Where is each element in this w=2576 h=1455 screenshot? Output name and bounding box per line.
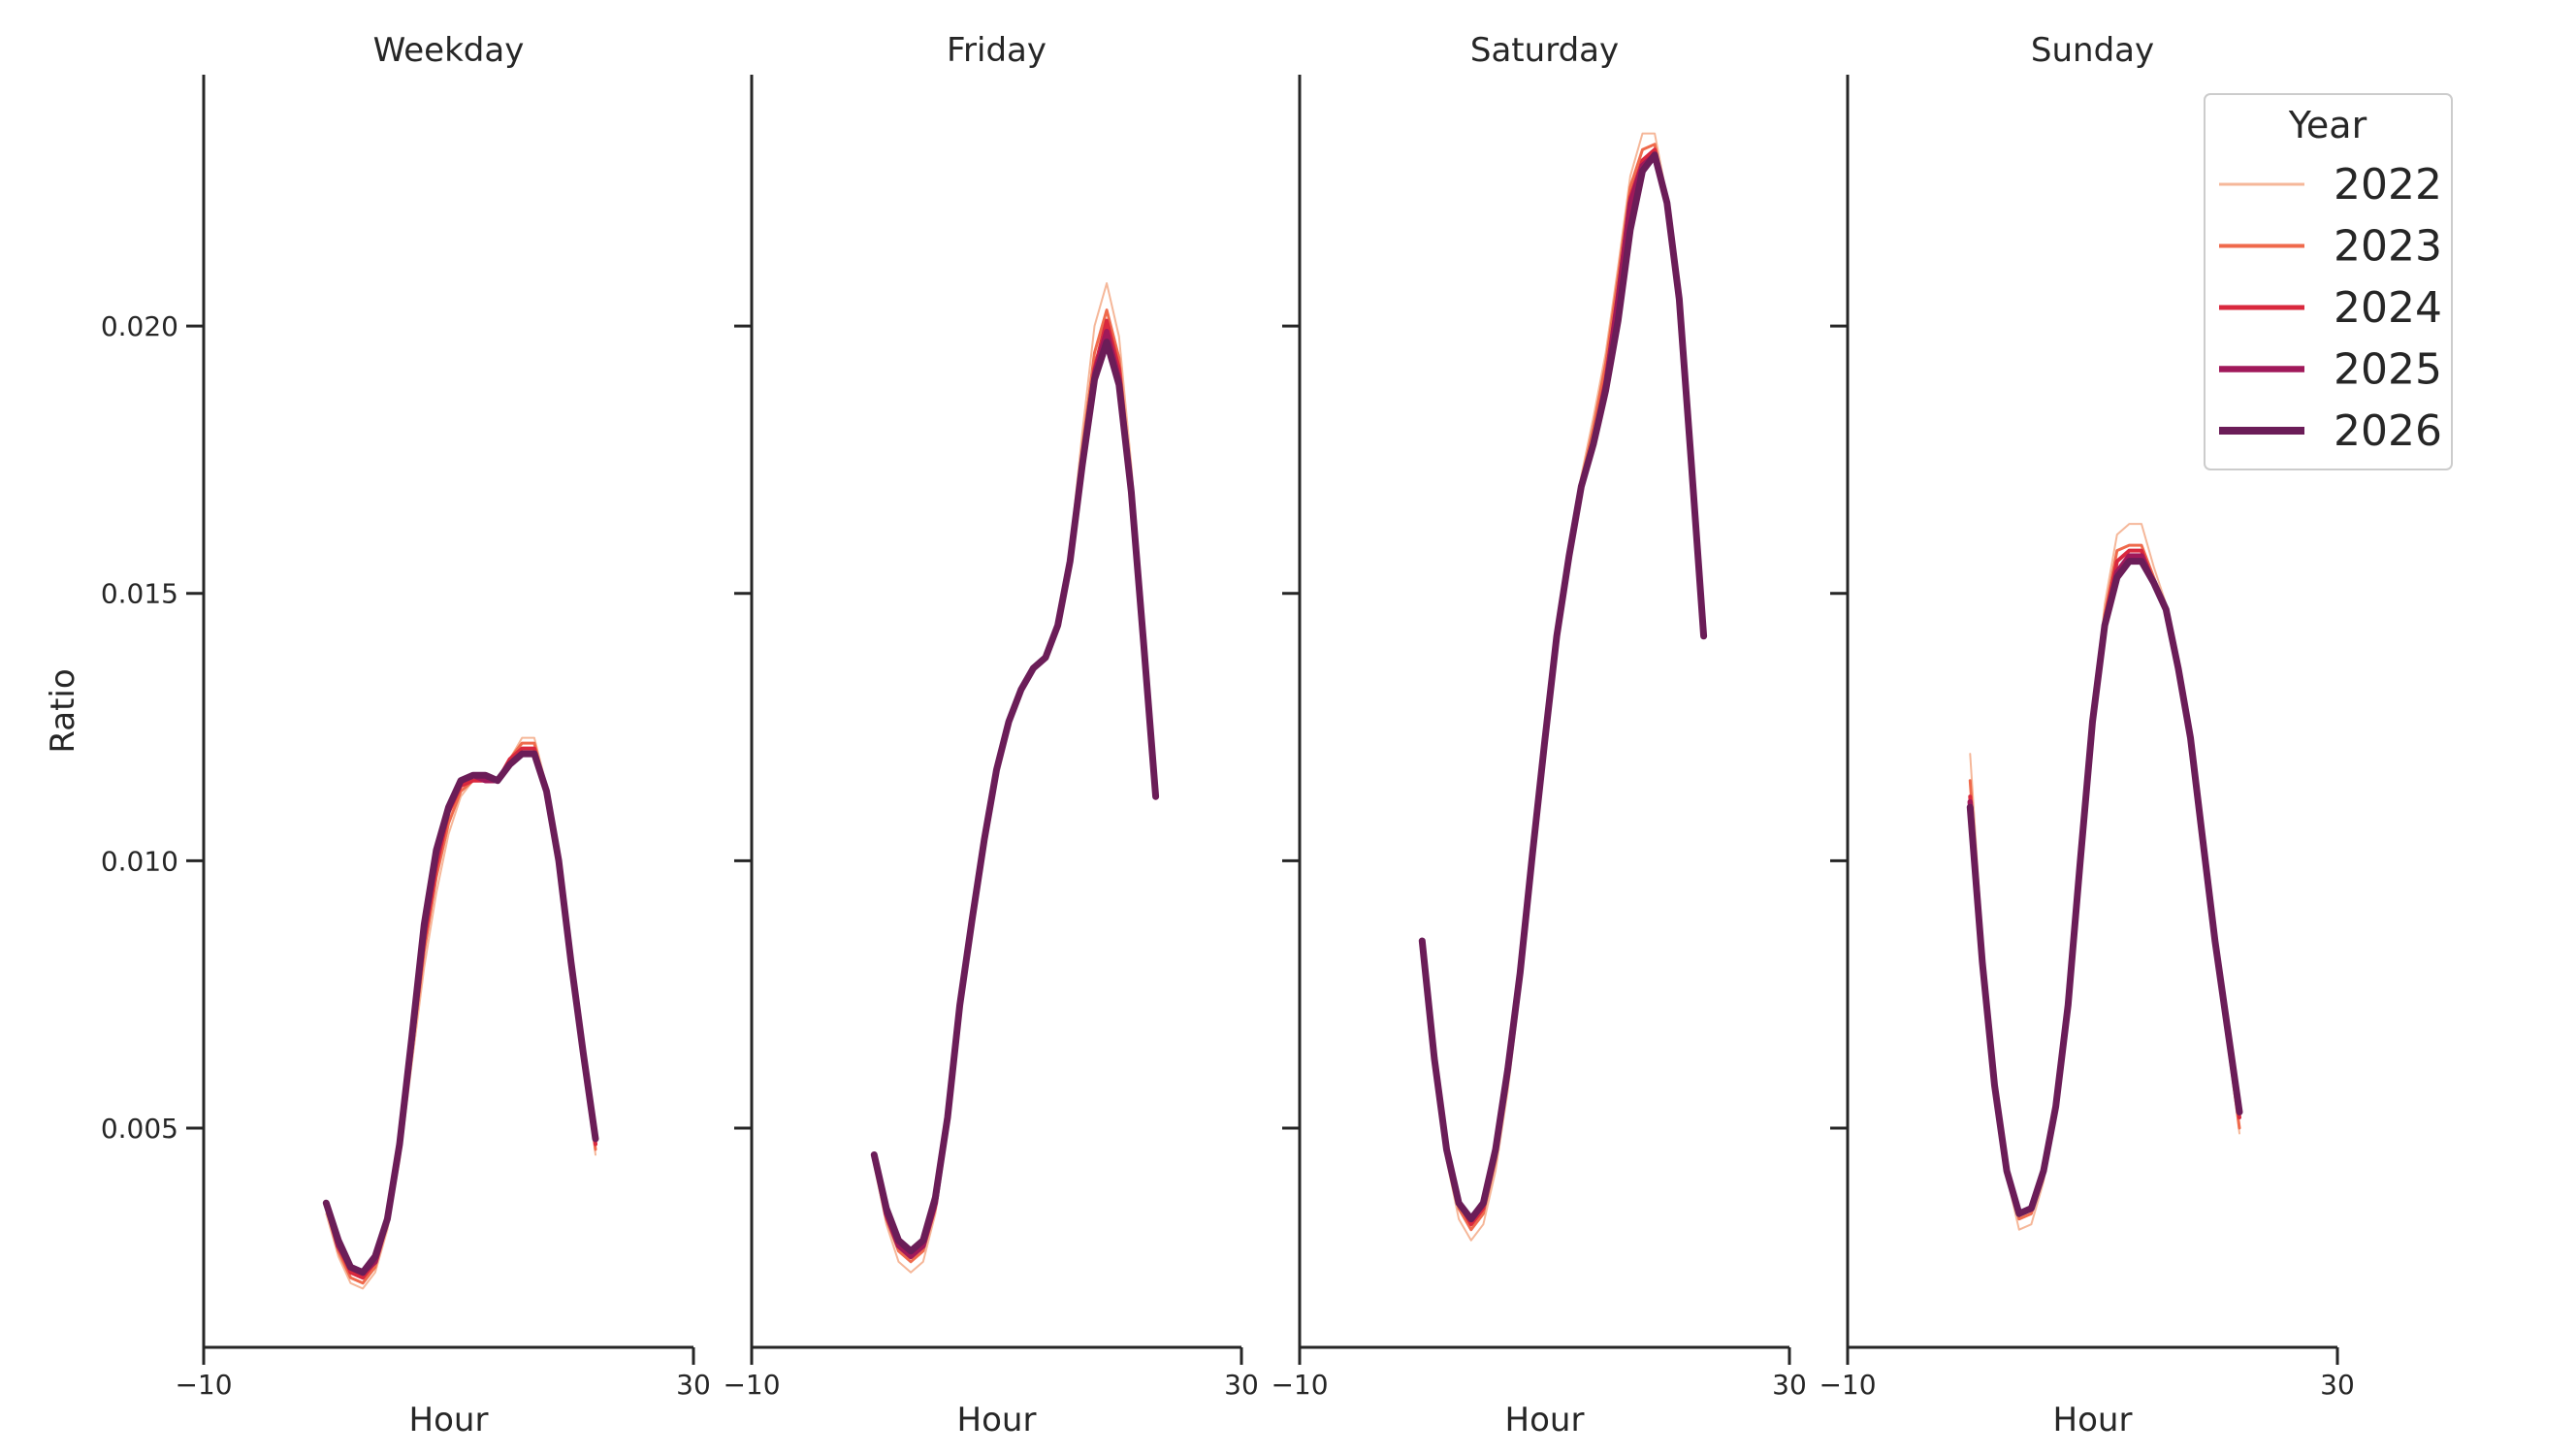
chart-panels: 0.005 0.010 0.015 0.020 −10 30 Weekday Hour −10 3… <box>101 31 2355 1439</box>
y-tick-label: 0.010 <box>101 845 178 877</box>
panel-title: Sunday <box>2031 31 2154 70</box>
panel-sunday: −10 30 Sunday Hour <box>1819 31 2354 1439</box>
legend-label-2022: 2022 <box>2334 160 2442 210</box>
series-line-2025 <box>871 328 1159 1260</box>
panel-weekday: 0.005 0.010 0.015 0.020 −10 30 Weekday Hour <box>101 31 711 1439</box>
series-line-2026 <box>1418 151 1708 1223</box>
legend-title: Year <box>2288 104 2367 146</box>
x-tick-label: −10 <box>1819 1369 1876 1401</box>
x-tick-label: −10 <box>1271 1369 1328 1401</box>
legend: Year 2022 2023 2024 2025 2026 <box>2204 93 2453 470</box>
series-line-2023 <box>1420 143 1706 1232</box>
series-line-2026 <box>870 339 1160 1255</box>
x-tick-label: −10 <box>723 1369 780 1401</box>
legend-frame <box>2204 93 2453 470</box>
panel-title: Saturday <box>1470 31 1619 70</box>
y-tick-label: 0.020 <box>101 310 178 342</box>
series-line-2022 <box>873 282 1157 1274</box>
x-tick-label: 30 <box>1224 1369 1259 1401</box>
x-tick-label: 30 <box>676 1369 711 1401</box>
panel-title: Friday <box>947 31 1046 70</box>
legend-label-2024: 2024 <box>2334 283 2442 333</box>
y-axis-label: Ratio <box>44 668 82 753</box>
x-tick-label: −10 <box>175 1369 232 1401</box>
series-line-2022 <box>325 736 596 1290</box>
series-line-2026 <box>322 750 599 1277</box>
series-line-2025 <box>1419 151 1707 1222</box>
legend-label-2026: 2026 <box>2334 406 2442 456</box>
series-line-2022 <box>1421 132 1705 1242</box>
legend-label-2023: 2023 <box>2334 222 2442 272</box>
series-line-2024 <box>1420 147 1706 1227</box>
x-axis-label: Hour <box>957 1401 1037 1439</box>
x-axis-label: Hour <box>1505 1401 1585 1439</box>
y-tick-label: 0.005 <box>101 1113 178 1145</box>
panel-friday: −10 30 Friday Hour <box>723 31 1258 1439</box>
panel-saturday: −10 30 Saturday Hour <box>1271 31 1806 1439</box>
legend-label-2025: 2025 <box>2334 345 2442 395</box>
series-line-2025 <box>1967 553 2242 1216</box>
series-line-2023 <box>872 308 1158 1264</box>
series-line-2024 <box>872 318 1158 1259</box>
y-tick-label: 0.015 <box>101 578 178 610</box>
x-axis-label: Hour <box>2053 1401 2133 1439</box>
x-tick-label: 30 <box>1772 1369 1807 1401</box>
x-tick-label: 30 <box>2320 1369 2355 1401</box>
x-axis-label: Hour <box>409 1401 489 1439</box>
panel-title: Weekday <box>373 31 525 70</box>
series-line-2026 <box>1966 558 2243 1217</box>
